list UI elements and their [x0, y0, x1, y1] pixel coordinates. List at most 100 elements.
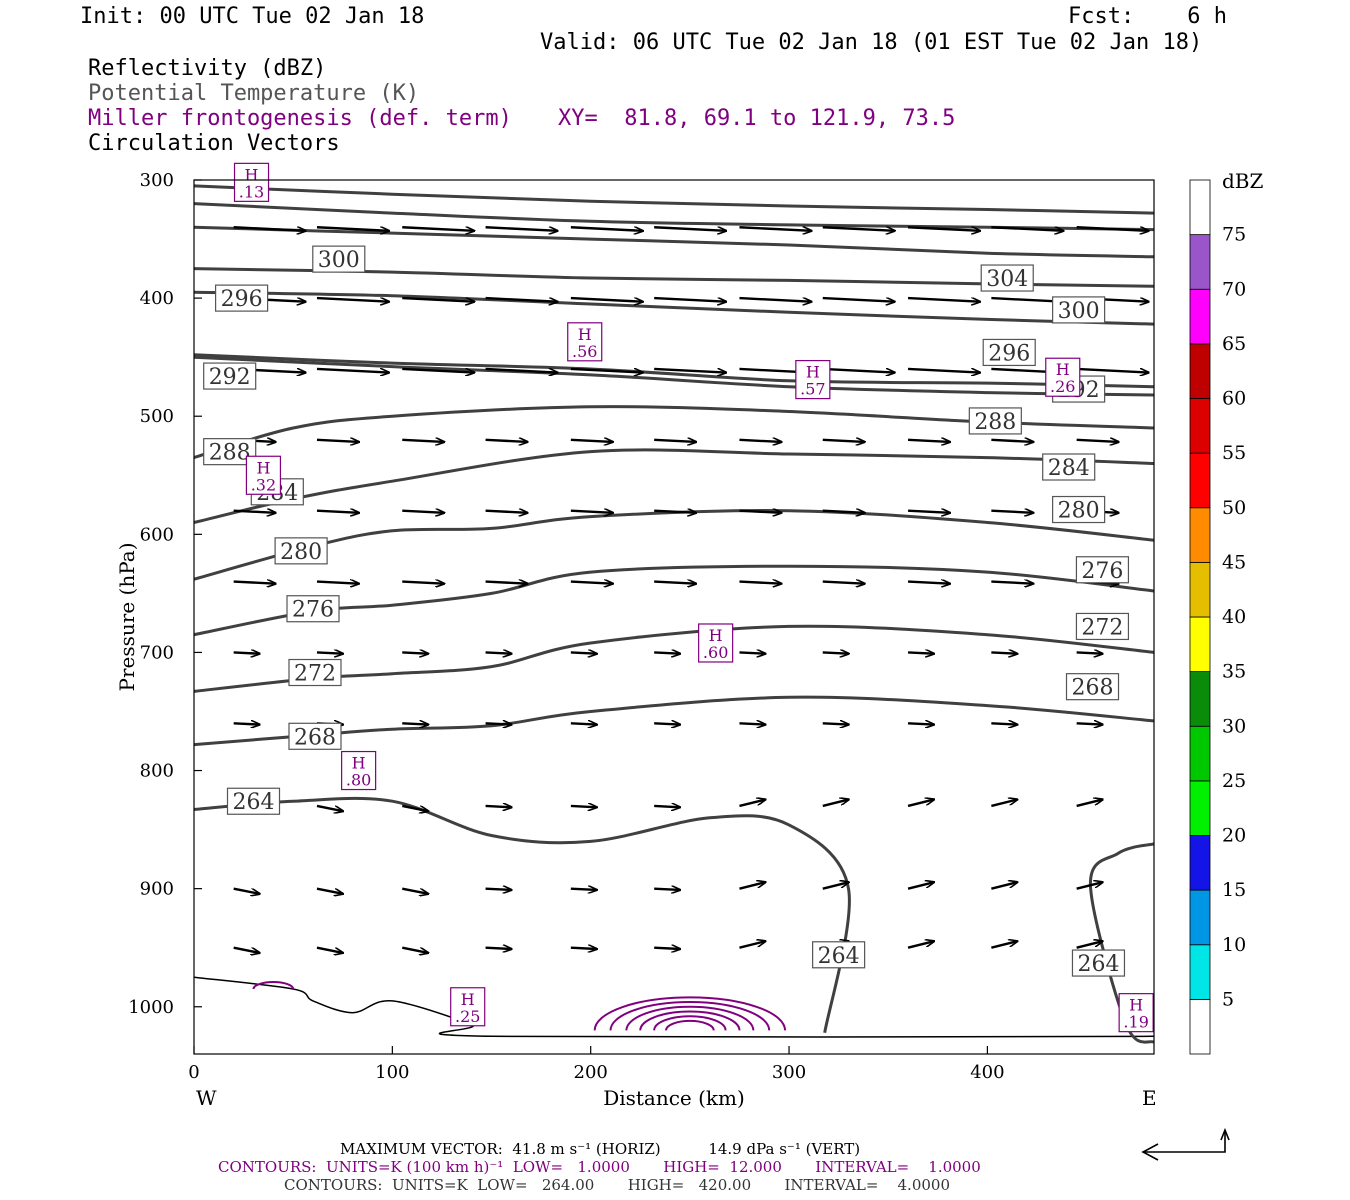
- circulation-vector: [739, 882, 765, 890]
- theta-label: 264: [812, 941, 866, 969]
- colorbar-level-label: 65: [1222, 333, 1246, 355]
- circulation-vector: [822, 652, 849, 653]
- circulation-vector: [485, 296, 558, 302]
- circulation-vector: [570, 511, 613, 513]
- field-circulation-vectors: Circulation Vectors: [88, 131, 340, 156]
- circulation-vector: [402, 652, 428, 653]
- colorbar-swatch: [1189, 889, 1211, 946]
- circulation-vector: [570, 806, 597, 807]
- frontogenesis-max-label: H.57: [795, 360, 831, 400]
- y-axis-label: Pressure (hPa): [115, 543, 139, 692]
- circulation-vector: [485, 723, 512, 724]
- theta-label: 288: [968, 407, 1022, 435]
- circulation-vector: [485, 889, 512, 890]
- circulation-vector: [991, 440, 1033, 442]
- colorbar-level-label: 70: [1222, 278, 1246, 300]
- frontogenesis-contour: [625, 1005, 755, 1031]
- circulation-vector: [485, 948, 512, 949]
- svg-text:H: H: [709, 626, 723, 645]
- circulation-vector: [233, 582, 276, 584]
- svg-text:264: 264: [233, 790, 275, 815]
- svg-text:H: H: [461, 990, 475, 1009]
- circulation-vector: [485, 511, 528, 513]
- colorbar-swatch: [1189, 944, 1211, 1000]
- colorbar-level-label: 55: [1222, 442, 1246, 464]
- svg-text:264: 264: [1077, 952, 1119, 977]
- y-tick-label: 400: [140, 288, 174, 309]
- circulation-vector: [739, 440, 781, 442]
- circulation-vector: [991, 723, 1017, 724]
- theta-label: 268: [288, 722, 342, 750]
- colorbar-swatch: [1189, 398, 1211, 454]
- circulation-vector: [1076, 882, 1103, 890]
- footer-theta-contours: CONTOURS: UNITS=K LOW= 264.00 HIGH= 420.…: [284, 1176, 950, 1194]
- circulation-vector: [402, 440, 444, 442]
- circulation-vector: [654, 511, 696, 513]
- circulation-vector: [907, 367, 980, 373]
- theta-contour: [194, 509, 1154, 581]
- colorbar-level-label: 5: [1222, 988, 1234, 1010]
- svg-text:.19: .19: [1123, 1013, 1148, 1032]
- circulation-vector: [402, 887, 428, 894]
- circulation-vector: [822, 226, 895, 231]
- circulation-vector: [485, 582, 528, 584]
- colorbar-swatch: [1189, 234, 1211, 290]
- circulation-vector: [822, 799, 849, 808]
- svg-text:296: 296: [988, 341, 1030, 366]
- svg-text:288: 288: [974, 410, 1016, 435]
- circulation-vector: [822, 367, 895, 373]
- svg-text:H: H: [352, 754, 366, 773]
- circulation-vector: [991, 941, 1017, 949]
- x-axis-west-label: W: [196, 1086, 217, 1110]
- theta-contour: [194, 796, 851, 1033]
- circulation-vector: [991, 296, 1063, 302]
- theta-label: 296: [215, 284, 269, 312]
- colorbar-swatch: [1189, 179, 1211, 236]
- colorbar-level-label: 45: [1222, 551, 1246, 573]
- y-tick-label: 900: [140, 879, 174, 900]
- colorbar-swatch: [1189, 835, 1211, 891]
- svg-text:264: 264: [818, 944, 860, 969]
- circulation-vector: [654, 296, 726, 302]
- y-tick-label: 300: [140, 170, 174, 191]
- frontogenesis-max-label: H.60: [698, 623, 734, 663]
- init-time: Init: 00 UTC Tue 02 Jan 18: [80, 4, 425, 29]
- theta-contour: [194, 448, 1154, 524]
- svg-text:276: 276: [1081, 559, 1123, 584]
- circulation-vector: [739, 723, 765, 724]
- theta-label: 288: [203, 438, 257, 466]
- colorbar-swatch: [1189, 507, 1211, 563]
- colorbar-swatch: [1189, 998, 1211, 1055]
- circulation-vector: [233, 652, 260, 653]
- circulation-vector: [485, 440, 528, 442]
- colorbar-level-label: 35: [1222, 661, 1246, 683]
- valid-time: Valid: 06 UTC Tue 02 Jan 18 (01 EST Tue …: [540, 30, 1203, 55]
- circulation-vector: [402, 723, 428, 724]
- frontogenesis-max-label: H.32: [245, 455, 282, 495]
- colorbar-swatch: [1189, 452, 1211, 509]
- frontogenesis-contour: [593, 996, 787, 1031]
- colorbar-swatch: [1189, 288, 1211, 345]
- theta-label: 280: [274, 537, 328, 565]
- svg-text:292: 292: [209, 365, 251, 390]
- circulation-vector: [316, 887, 343, 894]
- circulation-vector: [402, 582, 444, 584]
- circulation-vector: [402, 296, 474, 302]
- frontogenesis-max-label: H.26: [1045, 357, 1081, 397]
- circulation-vector: [570, 948, 597, 949]
- svg-text:.60: .60: [703, 643, 728, 662]
- circulation-vector: [654, 948, 680, 949]
- colorbar-level-label: 40: [1222, 606, 1246, 628]
- theta-label: 304: [980, 264, 1034, 292]
- y-tick-label: 700: [140, 642, 174, 663]
- y-tick-label: 1000: [128, 997, 174, 1018]
- circulation-vector: [485, 367, 558, 373]
- svg-text:300: 300: [1058, 299, 1100, 324]
- frontogenesis-contour: [609, 1001, 771, 1031]
- circulation-vector: [485, 652, 512, 653]
- colorbar-swatch: [1189, 561, 1211, 618]
- circulation-vector: [907, 296, 980, 302]
- circulation-vector: [1076, 723, 1103, 724]
- theta-label: 296: [982, 338, 1036, 366]
- svg-text:.80: .80: [346, 771, 371, 790]
